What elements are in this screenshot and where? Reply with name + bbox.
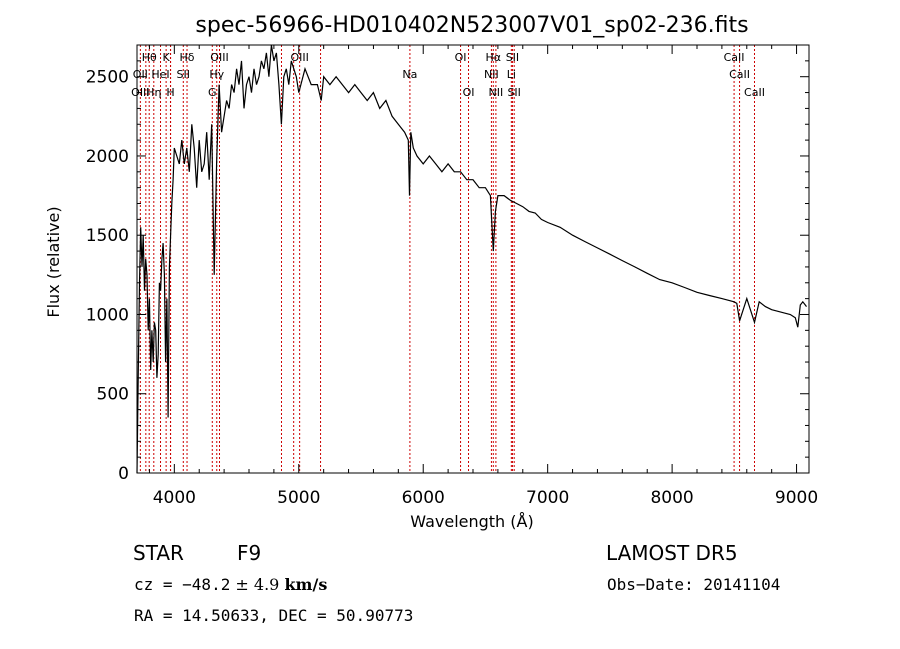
- ra-dec: RA = 14.50633, DEC = 50.90773: [134, 606, 414, 625]
- line-label: G: [208, 86, 217, 99]
- y-axis-label: Flux (relative): [44, 206, 63, 317]
- line-label: Hη: [146, 86, 161, 99]
- line-markers: [139, 45, 755, 473]
- line-label: SII: [506, 51, 519, 64]
- obs-date: Obs−Date: 20141104: [607, 575, 781, 594]
- line-label: OI: [455, 51, 467, 64]
- cz-error: ± 4.9: [235, 575, 280, 594]
- line-label: OIII: [210, 51, 228, 64]
- line-label: OIII: [290, 51, 308, 64]
- object-subclass: F9: [237, 541, 262, 565]
- line-label: HeI: [151, 68, 169, 81]
- y-axis: 0 500 1000 1500 2000 2500: [86, 44, 809, 484]
- line-label: OI: [463, 86, 475, 99]
- line-label: Li: [507, 68, 516, 81]
- spectrum-line: [136, 44, 807, 474]
- line-labels: Hθ K Hδ OIII OIII OI Hα SII CaII OII HeI SII Hγ Na NII…: [131, 51, 765, 99]
- x-tick-label: 9000: [775, 488, 818, 508]
- y-tick-label: 1000: [86, 305, 129, 325]
- line-label: K: [163, 51, 171, 64]
- x-tick-label: 5000: [277, 488, 320, 508]
- chart-title: spec-56966-HD010402N523007V01_sp02-236.f…: [195, 13, 748, 38]
- line-label: NII: [484, 68, 499, 81]
- line-label: SII: [177, 68, 190, 81]
- x-tick-label: 4000: [153, 488, 196, 508]
- y-tick-label: 2000: [86, 147, 129, 167]
- x-tick-label: 8000: [650, 488, 693, 508]
- line-label: H: [166, 86, 174, 99]
- y-tick-label: 500: [97, 385, 129, 405]
- x-tick-label: 7000: [526, 488, 569, 508]
- x-tick-label: 6000: [402, 488, 445, 508]
- y-tick-label: 2500: [86, 68, 129, 88]
- object-class: STAR: [133, 541, 184, 565]
- line-label: CaII: [724, 51, 745, 64]
- line-label: Hθ: [142, 51, 157, 64]
- cz-value: cz = −48.2: [134, 575, 231, 594]
- line-label: CaII: [744, 86, 765, 99]
- y-tick-label: 1500: [86, 226, 129, 246]
- line-label: SII: [507, 86, 520, 99]
- x-axis-label: Wavelength (Å): [410, 512, 533, 531]
- cz-unit: km/s: [284, 575, 328, 594]
- redshift-line: cz = −48.2 ± 4.9 km/s: [134, 575, 327, 594]
- line-label: Hδ: [180, 51, 195, 64]
- line-label: CaII: [729, 68, 750, 81]
- line-label: Hα: [486, 51, 502, 64]
- y-tick-label: 0: [118, 464, 129, 484]
- line-label: OII: [133, 68, 148, 81]
- line-label: Na: [402, 68, 417, 81]
- survey-name: LAMOST DR5: [606, 541, 738, 565]
- line-label: NII: [489, 86, 504, 99]
- plot-frame: [136, 44, 810, 474]
- x-axis: 4000 5000 6000 7000 8000 9000: [148, 45, 818, 508]
- line-label: Hγ: [209, 68, 224, 81]
